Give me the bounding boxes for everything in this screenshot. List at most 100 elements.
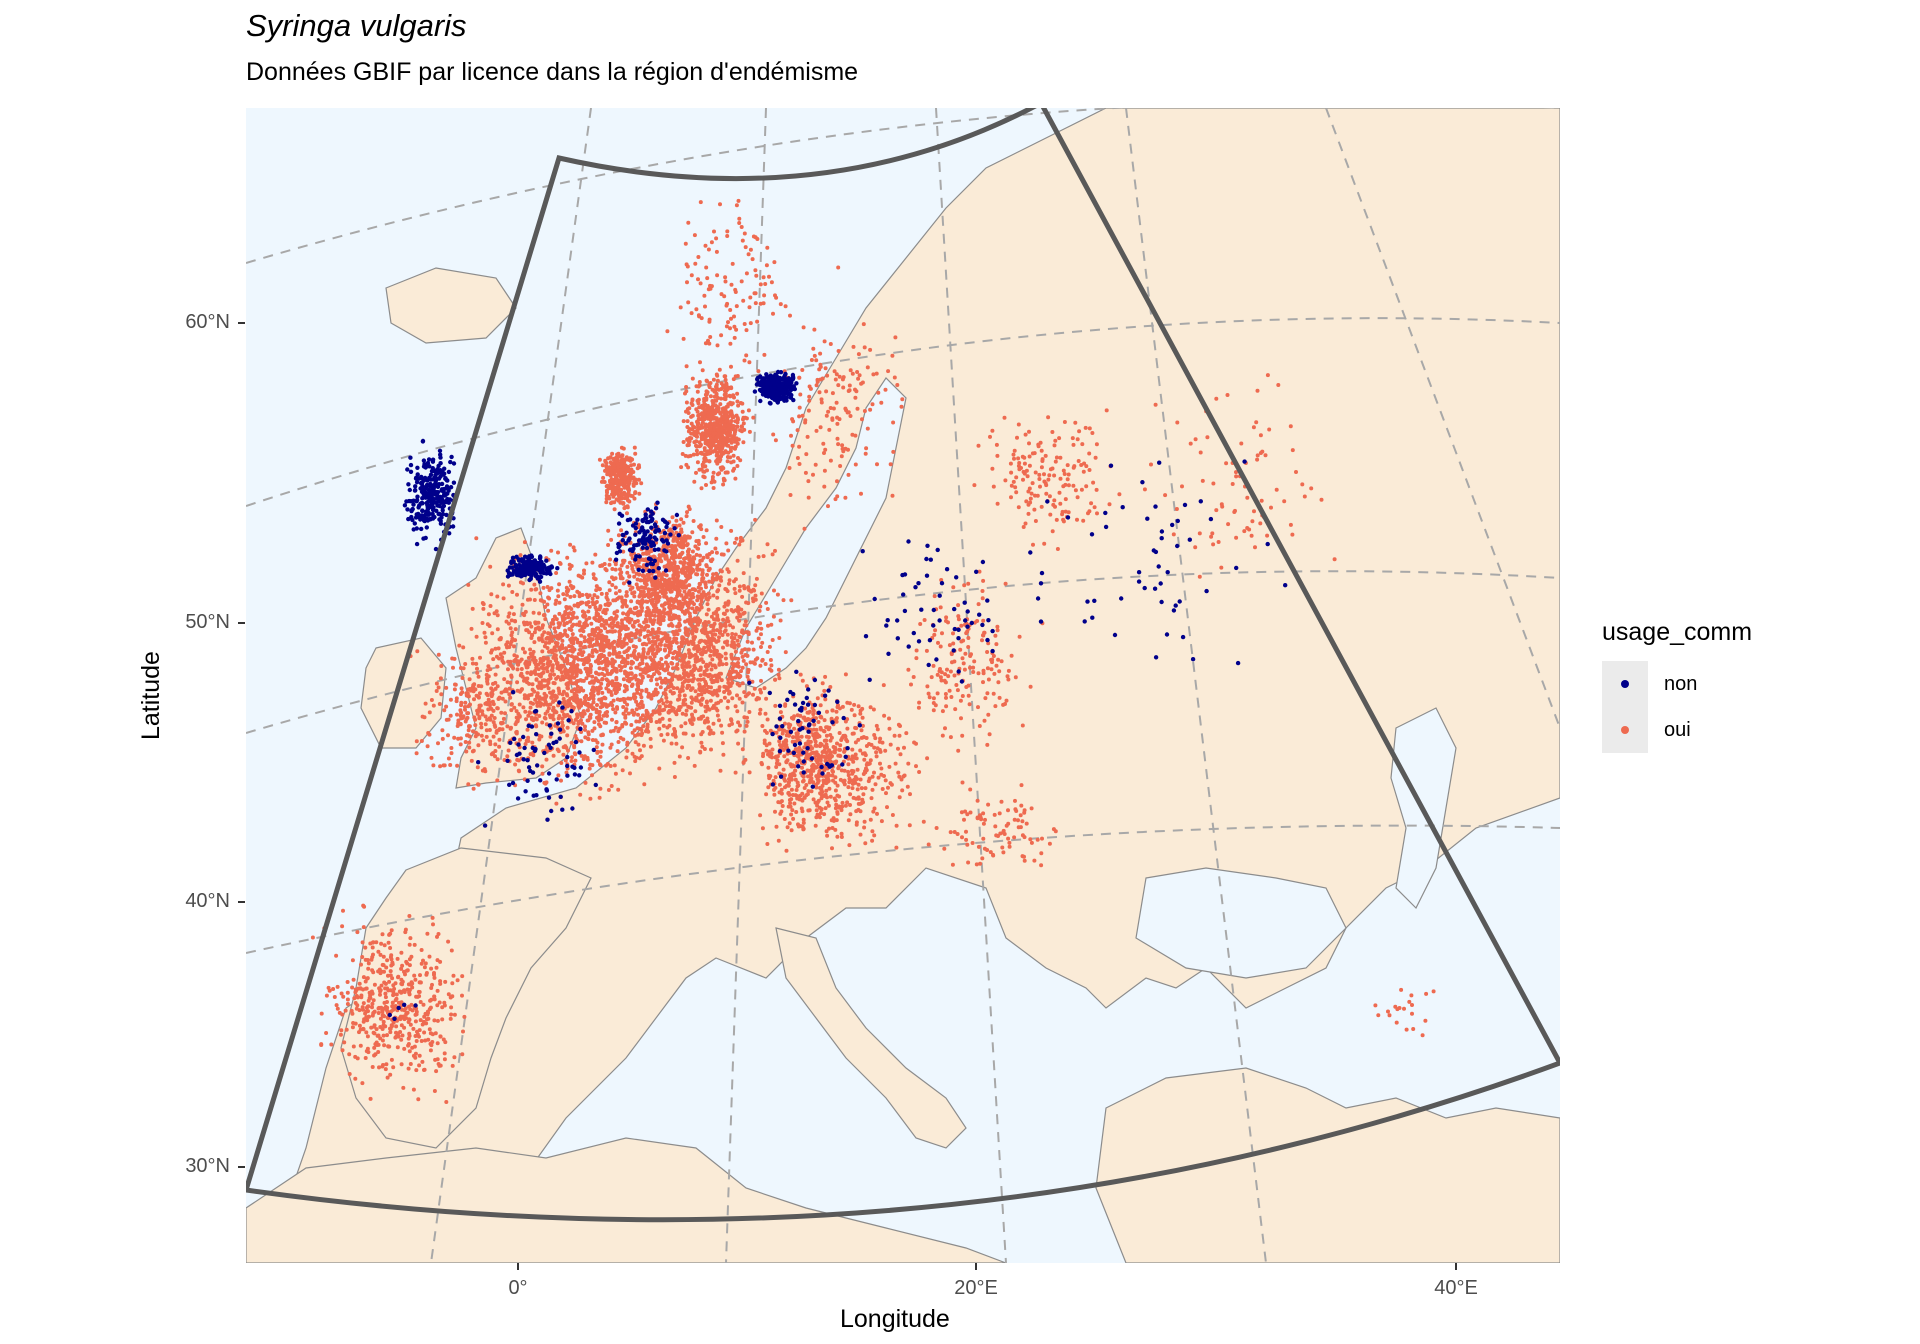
occurrence-point: [758, 604, 763, 609]
occurrence-point: [622, 464, 627, 469]
occurrence-point: [672, 775, 677, 779]
occurrence-point: [606, 788, 611, 792]
occurrence-point: [637, 705, 642, 710]
occurrence-point: [815, 780, 820, 785]
occurrence-point: [594, 670, 598, 675]
occurrence-point: [758, 813, 763, 818]
occurrence-point: [681, 701, 686, 706]
occurrence-point: [758, 663, 763, 668]
occurrence-point: [630, 566, 635, 571]
occurrence-point: [511, 666, 516, 671]
occurrence-point: [601, 623, 606, 628]
occurrence-point: [715, 575, 720, 580]
occurrence-point: [699, 688, 704, 693]
occurrence-point: [620, 768, 625, 773]
occurrence-point: [674, 741, 679, 746]
occurrence-point: [585, 655, 590, 660]
occurrence-point: [682, 589, 687, 594]
occurrence-point: [822, 688, 827, 693]
occurrence-point: [731, 424, 736, 428]
occurrence-point: [789, 797, 794, 802]
occurrence-point: [661, 691, 666, 696]
occurrence-point: [905, 784, 910, 789]
occurrence-point: [548, 624, 553, 629]
occurrence-point: [609, 643, 614, 648]
occurrence-point: [602, 562, 607, 566]
occurrence-point: [605, 659, 610, 664]
occurrence-point: [680, 684, 685, 689]
occurrence-point: [567, 579, 572, 584]
occurrence-point: [717, 440, 722, 445]
occurrence-point: [540, 639, 545, 644]
occurrence-point: [719, 654, 724, 659]
occurrence-point: [730, 656, 735, 661]
occurrence-point: [597, 618, 602, 623]
occurrence-point: [629, 467, 634, 472]
occurrence-point: [742, 690, 747, 695]
occurrence-point: [695, 422, 700, 427]
occurrence-point: [697, 467, 702, 472]
occurrence-point: [696, 668, 701, 673]
occurrence-point: [509, 618, 514, 623]
occurrence-point: [646, 587, 651, 592]
occurrence-point: [622, 506, 627, 511]
occurrence-point: [787, 777, 792, 782]
occurrence-point: [721, 437, 726, 442]
occurrence-point: [686, 429, 691, 434]
occurrence-point: [709, 437, 714, 441]
occurrence-point: [687, 683, 692, 688]
land-ireland: [360, 637, 447, 749]
occurrence-point: [789, 598, 794, 603]
occurrence-point: [699, 599, 704, 604]
occurrence-point: [735, 693, 739, 698]
occurrence-point: [633, 451, 638, 456]
occurrence-point: [765, 607, 770, 611]
occurrence-point: [551, 753, 556, 758]
occurrence-point: [483, 635, 488, 640]
occurrence-point: [703, 719, 708, 723]
occurrence-point: [582, 568, 586, 573]
occurrence-point: [656, 626, 661, 631]
occurrence-point: [912, 740, 917, 745]
occurrence-point: [657, 671, 662, 676]
occurrence-point: [513, 627, 518, 632]
occurrence-point: [644, 619, 649, 624]
occurrence-point: [835, 834, 840, 839]
occurrence-point: [639, 678, 644, 683]
occurrence-point: [614, 459, 619, 464]
occurrence-point: [590, 674, 595, 679]
occurrence-point: [675, 539, 680, 544]
meridian-20: [935, 108, 1007, 1263]
occurrence-point: [541, 585, 546, 590]
occurrence-point: [657, 642, 662, 647]
occurrence-point: [704, 483, 708, 487]
occurrence-point: [733, 649, 738, 654]
occurrence-point: [887, 764, 892, 769]
occurrence-point: [589, 637, 594, 642]
occurrence-point: [874, 754, 879, 759]
occurrence-point: [723, 449, 728, 454]
occurrence-point: [723, 656, 728, 661]
occurrence-point: [643, 551, 648, 556]
occurrence-point: [862, 819, 867, 824]
occurrence-point: [590, 654, 595, 659]
occurrence-point: [599, 717, 604, 722]
occurrence-point: [528, 597, 532, 602]
occurrence-point: [537, 737, 542, 742]
occurrence-point: [608, 745, 613, 750]
occurrence-point: [635, 619, 640, 623]
occurrence-point: [642, 782, 647, 787]
occurrence-point: [753, 583, 758, 588]
occurrence-point: [544, 780, 549, 785]
occurrence-point: [628, 666, 633, 671]
occurrence-point: [811, 780, 816, 785]
occurrence-point: [641, 743, 646, 748]
occurrence-point: [629, 457, 634, 461]
occurrence-point: [685, 419, 690, 424]
occurrence-point: [609, 537, 614, 542]
occurrence-point: [644, 613, 649, 618]
occurrence-point: [570, 671, 575, 676]
occurrence-point: [639, 481, 644, 486]
occurrence-point: [725, 705, 730, 710]
occurrence-point: [731, 415, 736, 420]
